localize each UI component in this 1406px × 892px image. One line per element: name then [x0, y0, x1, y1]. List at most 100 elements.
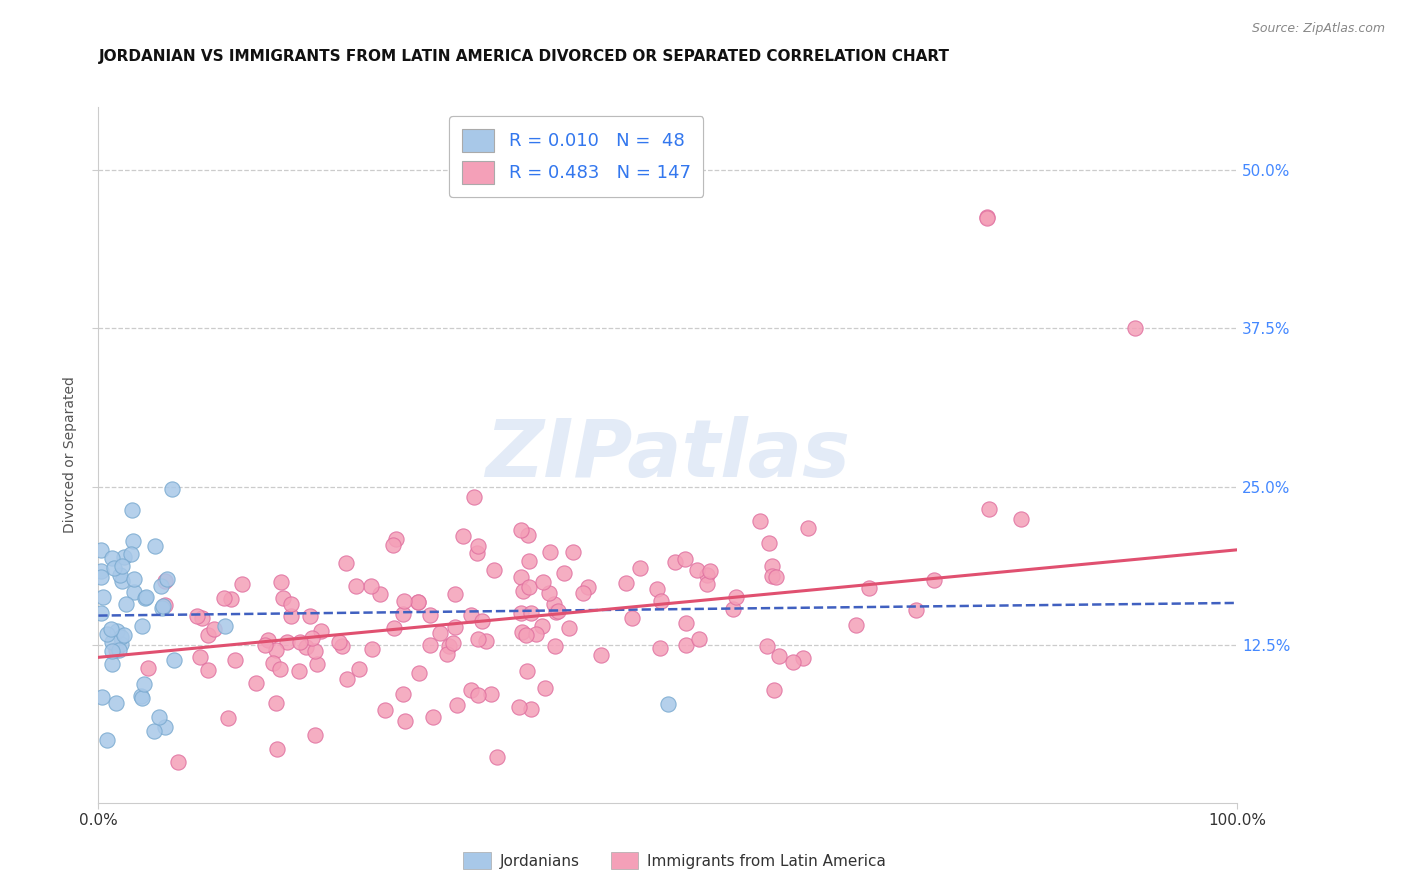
Immigrants from Latin America — [782, 655, 804, 669]
Jordanians — [121, 534, 143, 549]
Jordanians — [131, 618, 153, 632]
Jordanians — [111, 559, 134, 574]
Immigrants from Latin America — [721, 602, 744, 616]
Immigrants from Latin America — [749, 514, 772, 528]
Immigrants from Latin America — [460, 607, 482, 622]
Immigrants from Latin America — [589, 648, 612, 662]
Jordanians — [163, 653, 186, 667]
Immigrants from Latin America — [534, 681, 557, 696]
Jordanians — [121, 502, 143, 516]
Immigrants from Latin America — [166, 755, 188, 769]
Immigrants from Latin America — [392, 594, 415, 608]
Immigrants from Latin America — [761, 569, 783, 583]
Jordanians — [101, 657, 124, 672]
Immigrants from Latin America — [688, 632, 710, 647]
Immigrants from Latin America — [256, 632, 278, 647]
Immigrants from Latin America — [467, 539, 489, 553]
Immigrants from Latin America — [280, 597, 302, 611]
Jordanians — [110, 637, 132, 651]
Jordanians — [108, 643, 131, 657]
Immigrants from Latin America — [262, 656, 284, 670]
Immigrants from Latin America — [508, 699, 530, 714]
Jordanians — [120, 547, 142, 561]
Immigrants from Latin America — [304, 728, 326, 742]
Immigrants from Latin America — [517, 528, 540, 542]
Immigrants from Latin America — [446, 698, 468, 713]
Immigrants from Latin America — [845, 618, 868, 632]
Immigrants from Latin America — [266, 696, 288, 710]
Jordanians — [96, 733, 118, 747]
Immigrants from Latin America — [441, 636, 464, 650]
Immigrants from Latin America — [976, 210, 998, 224]
Immigrants from Latin America — [645, 582, 668, 596]
Immigrants from Latin America — [336, 672, 359, 686]
Immigrants from Latin America — [538, 586, 561, 600]
Immigrants from Latin America — [858, 581, 880, 595]
Immigrants from Latin America — [437, 640, 460, 654]
Immigrants from Latin America — [419, 638, 441, 652]
Immigrants from Latin America — [408, 665, 430, 680]
Immigrants from Latin America — [761, 559, 783, 574]
Immigrants from Latin America — [725, 590, 748, 604]
Jordanians — [122, 584, 145, 599]
Immigrants from Latin America — [509, 570, 531, 584]
Immigrants from Latin America — [202, 622, 225, 636]
Immigrants from Latin America — [524, 627, 547, 641]
Immigrants from Latin America — [538, 545, 561, 559]
Immigrants from Latin America — [105, 643, 128, 657]
Jordanians — [156, 572, 179, 586]
Immigrants from Latin America — [444, 587, 467, 601]
Immigrants from Latin America — [792, 650, 814, 665]
Immigrants from Latin America — [510, 624, 533, 639]
Immigrants from Latin America — [675, 615, 697, 630]
Immigrants from Latin America — [381, 538, 404, 552]
Immigrants from Latin America — [614, 575, 637, 590]
Immigrants from Latin America — [517, 580, 540, 594]
Immigrants from Latin America — [295, 640, 318, 654]
Immigrants from Latin America — [765, 570, 787, 584]
Legend: R = 0.010   N =  48, R = 0.483   N = 147: R = 0.010 N = 48, R = 0.483 N = 147 — [449, 116, 703, 197]
Immigrants from Latin America — [1123, 321, 1146, 335]
Immigrants from Latin America — [288, 635, 311, 649]
Immigrants from Latin America — [979, 502, 1001, 516]
Immigrants from Latin America — [269, 662, 291, 676]
Immigrants from Latin America — [510, 606, 533, 620]
Jordanians — [134, 591, 156, 606]
Immigrants from Latin America — [699, 564, 721, 578]
Immigrants from Latin America — [392, 607, 415, 622]
Immigrants from Latin America — [475, 634, 498, 648]
Immigrants from Latin America — [486, 749, 509, 764]
Immigrants from Latin America — [547, 604, 569, 618]
Jordanians — [114, 598, 136, 612]
Immigrants from Latin America — [197, 664, 219, 678]
Jordanians — [134, 677, 156, 691]
Immigrants from Latin America — [673, 552, 696, 566]
Jordanians — [105, 624, 128, 638]
Immigrants from Latin America — [664, 555, 686, 569]
Jordanians — [91, 690, 114, 705]
Jordanians — [152, 599, 174, 613]
Text: ZIPatlas: ZIPatlas — [485, 416, 851, 494]
Immigrants from Latin America — [368, 587, 391, 601]
Immigrants from Latin America — [212, 591, 235, 606]
Immigrants from Latin America — [197, 628, 219, 642]
Immigrants from Latin America — [287, 664, 309, 678]
Immigrants from Latin America — [264, 642, 287, 657]
Immigrants from Latin America — [467, 632, 489, 646]
Immigrants from Latin America — [186, 608, 208, 623]
Jordanians — [101, 644, 124, 658]
Jordanians — [111, 574, 134, 589]
Jordanians — [112, 549, 135, 564]
Y-axis label: Divorced or Separated: Divorced or Separated — [63, 376, 77, 533]
Immigrants from Latin America — [797, 521, 820, 535]
Immigrants from Latin America — [531, 619, 554, 633]
Immigrants from Latin America — [1010, 512, 1032, 526]
Immigrants from Latin America — [576, 580, 599, 594]
Immigrants from Latin America — [544, 640, 567, 654]
Immigrants from Latin America — [543, 598, 565, 612]
Jordanians — [214, 619, 236, 633]
Immigrants from Latin America — [360, 579, 382, 593]
Immigrants from Latin America — [332, 639, 354, 653]
Immigrants from Latin America — [392, 687, 415, 701]
Text: Source: ZipAtlas.com: Source: ZipAtlas.com — [1251, 22, 1385, 36]
